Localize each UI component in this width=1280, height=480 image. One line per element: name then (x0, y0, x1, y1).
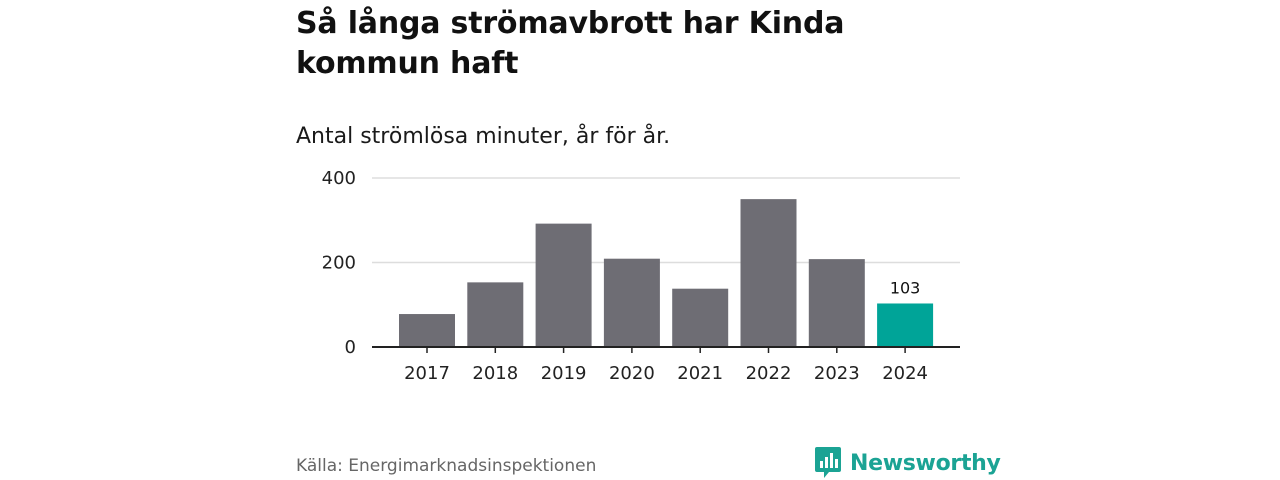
source-note: Källa: Energimarknadsinspektionen (296, 456, 597, 476)
bar-2017 (399, 314, 455, 347)
gridlines (372, 177, 960, 264)
x-tick-label-2017: 2017 (404, 363, 450, 384)
x-tick-label-2022: 2022 (746, 363, 792, 384)
chart-card: Så långa strömavbrott har Kinda kommun h… (296, 0, 1001, 480)
x-tick-label-2023: 2023 (814, 363, 860, 384)
bar-2023 (808, 259, 865, 347)
bar-2021 (672, 288, 729, 347)
y-tick-label: 0 (345, 337, 356, 358)
bar-2018 (467, 282, 524, 347)
brand-name: Newsworthy (850, 450, 1001, 476)
bar-chart-logo-icon (815, 447, 841, 478)
brand-logo: Newsworthy (814, 446, 1001, 480)
x-tick-label-2019: 2019 (541, 363, 587, 384)
chart-title: Så långa strömavbrott har Kinda kommun h… (296, 6, 845, 81)
bar-chart: 0 200 400 2017 2018 2019 2020 2021 2022 2023 2024… (322, 168, 960, 384)
chart-subtitle: Antal strömlösa minuter, år för år. (296, 124, 671, 149)
bar-2024 (877, 303, 934, 347)
y-tick-label: 400 (322, 168, 356, 189)
bar-2019 (535, 223, 592, 347)
bar-2020 (603, 258, 660, 347)
x-tick-label-2020: 2020 (609, 363, 655, 384)
data-labels: 103 (890, 278, 921, 297)
y-tick-label: 200 (322, 253, 356, 274)
y-tick-labels: 0 200 400 (322, 168, 356, 358)
x-tick-label-2021: 2021 (677, 363, 723, 384)
bars (399, 199, 934, 347)
x-tick-label-2018: 2018 (472, 363, 518, 384)
data-label-2024: 103 (890, 278, 921, 297)
x-tick-label-2024: 2024 (882, 363, 928, 384)
x-tick-labels: 2017 2018 2019 2020 2021 2022 2023 2024 (404, 347, 928, 384)
bar-2022 (740, 199, 797, 347)
